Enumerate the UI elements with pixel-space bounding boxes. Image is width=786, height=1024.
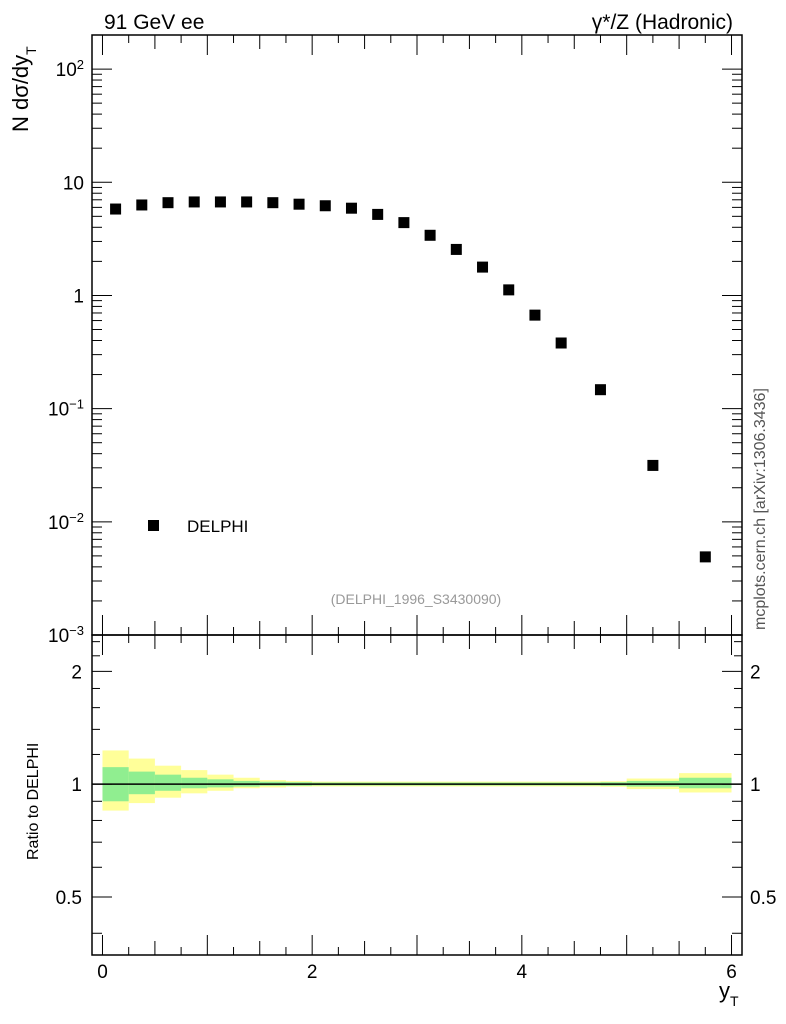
header-right: γ*/Z (Hadronic): [592, 11, 733, 34]
ratio-axis-ticks: 0.5 0.5 1 1 2 2 0 2 4 6: [56, 635, 776, 983]
analysis-tag: (DELPHI_1996_S3430090): [331, 591, 501, 607]
data-point: [503, 284, 515, 296]
y-tick-label: 102: [56, 57, 84, 82]
y-tick-label: 10: [63, 173, 84, 194]
x-tick-label: 6: [726, 962, 737, 983]
inner-band: [128, 771, 155, 795]
ratio-y-tick-label-right: 0.5: [750, 888, 776, 909]
data-point: [162, 197, 174, 209]
main-y-axis-label: N dσ/dyT: [8, 46, 39, 132]
y-tick-label: 1: [73, 286, 84, 307]
x-tick-label: 2: [307, 962, 318, 983]
x-axis-label: yT: [719, 978, 739, 1009]
data-point: [594, 384, 606, 396]
header-left: 91 GeV ee: [104, 11, 204, 34]
ratio-uncertainty-bands: [102, 750, 732, 811]
data-point: [647, 459, 659, 471]
data-point: [293, 198, 305, 210]
inner-band: [207, 779, 234, 788]
main-axis-ticks: 10−3 10−2 10−1 1 10 102: [48, 34, 742, 648]
data-point: [345, 202, 357, 214]
data-point: [450, 243, 462, 255]
y-tick-label: 10−2: [48, 509, 84, 534]
ratio-y-axis-label: Ratio to DELPHI: [25, 743, 42, 860]
y-tick-label: 10−1: [48, 396, 84, 421]
data-point: [188, 196, 200, 208]
x-tick-label: 0: [97, 962, 108, 983]
data-markers: [110, 196, 711, 563]
data-point: [372, 208, 384, 220]
main-frame: [91, 34, 743, 636]
ratio-y-tick-label: 2: [71, 662, 82, 683]
ratio-frame: [91, 634, 743, 956]
data-point: [319, 200, 331, 212]
data-point: [555, 337, 567, 349]
ratio-y-tick-label-right: 2: [750, 662, 761, 683]
data-point: [110, 203, 122, 215]
data-point: [398, 217, 410, 229]
inner-band: [181, 777, 208, 789]
legend: DELPHI: [148, 517, 248, 536]
watermark: mcplots.cern.ch [arXiv:1306.3436]: [752, 388, 769, 630]
inner-band: [154, 774, 182, 791]
legend-label: DELPHI: [187, 517, 248, 536]
data-point: [214, 196, 226, 208]
ratio-y-tick-label: 1: [71, 775, 82, 796]
data-point: [267, 197, 279, 209]
ratio-y-tick-label: 0.5: [56, 888, 82, 909]
data-point: [699, 551, 711, 563]
main-panel: 10−3 10−2 10−1 1 10 102 DELPHI (DELPHI_1996_S…: [8, 34, 743, 648]
data-point: [136, 199, 148, 211]
y-tick-label: 10−3: [48, 623, 84, 648]
data-point: [477, 261, 489, 273]
inner-band: [679, 777, 732, 789]
ratio-panel: 0.5 0.5 1 1 2 2 0 2 4 6 Ratio to DELPHI yT: [25, 634, 776, 1009]
ratio-y-tick-label-right: 1: [750, 775, 761, 796]
data-point: [529, 309, 541, 321]
data-point: [241, 196, 253, 208]
legend-marker: [148, 520, 159, 531]
x-tick-label: 4: [517, 962, 528, 983]
data-point: [424, 229, 436, 241]
